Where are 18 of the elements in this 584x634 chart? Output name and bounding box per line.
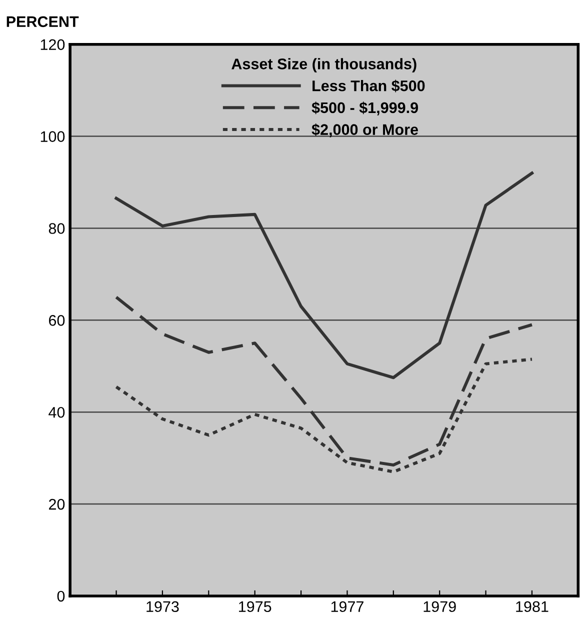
line-series: [114, 172, 534, 380]
y-tick-label: 0: [57, 590, 65, 602]
y-tick-label: 80: [48, 223, 65, 234]
legend-label: Less Than $500: [312, 80, 425, 92]
x-tick-label: 1979: [424, 601, 456, 612]
legend-label: $2,000 or More: [312, 124, 418, 138]
x-tick-label: 1975: [239, 601, 272, 612]
x-tick-label: 1973: [146, 601, 179, 612]
y-axis-title: PERCENT: [6, 16, 79, 28]
y-tick-label: 120: [40, 39, 65, 50]
legend-title: Asset Size (in thousands): [232, 58, 416, 72]
x-tick-label: 1981: [516, 601, 548, 612]
y-tick-label: 100: [40, 131, 65, 142]
x-tick-label: 1977: [331, 601, 364, 612]
legend-label: $500 - $1,999.9: [312, 102, 418, 116]
y-tick-label: 20: [48, 498, 65, 510]
y-tick-label: 40: [48, 406, 65, 418]
y-tick-label: 60: [49, 315, 65, 326]
